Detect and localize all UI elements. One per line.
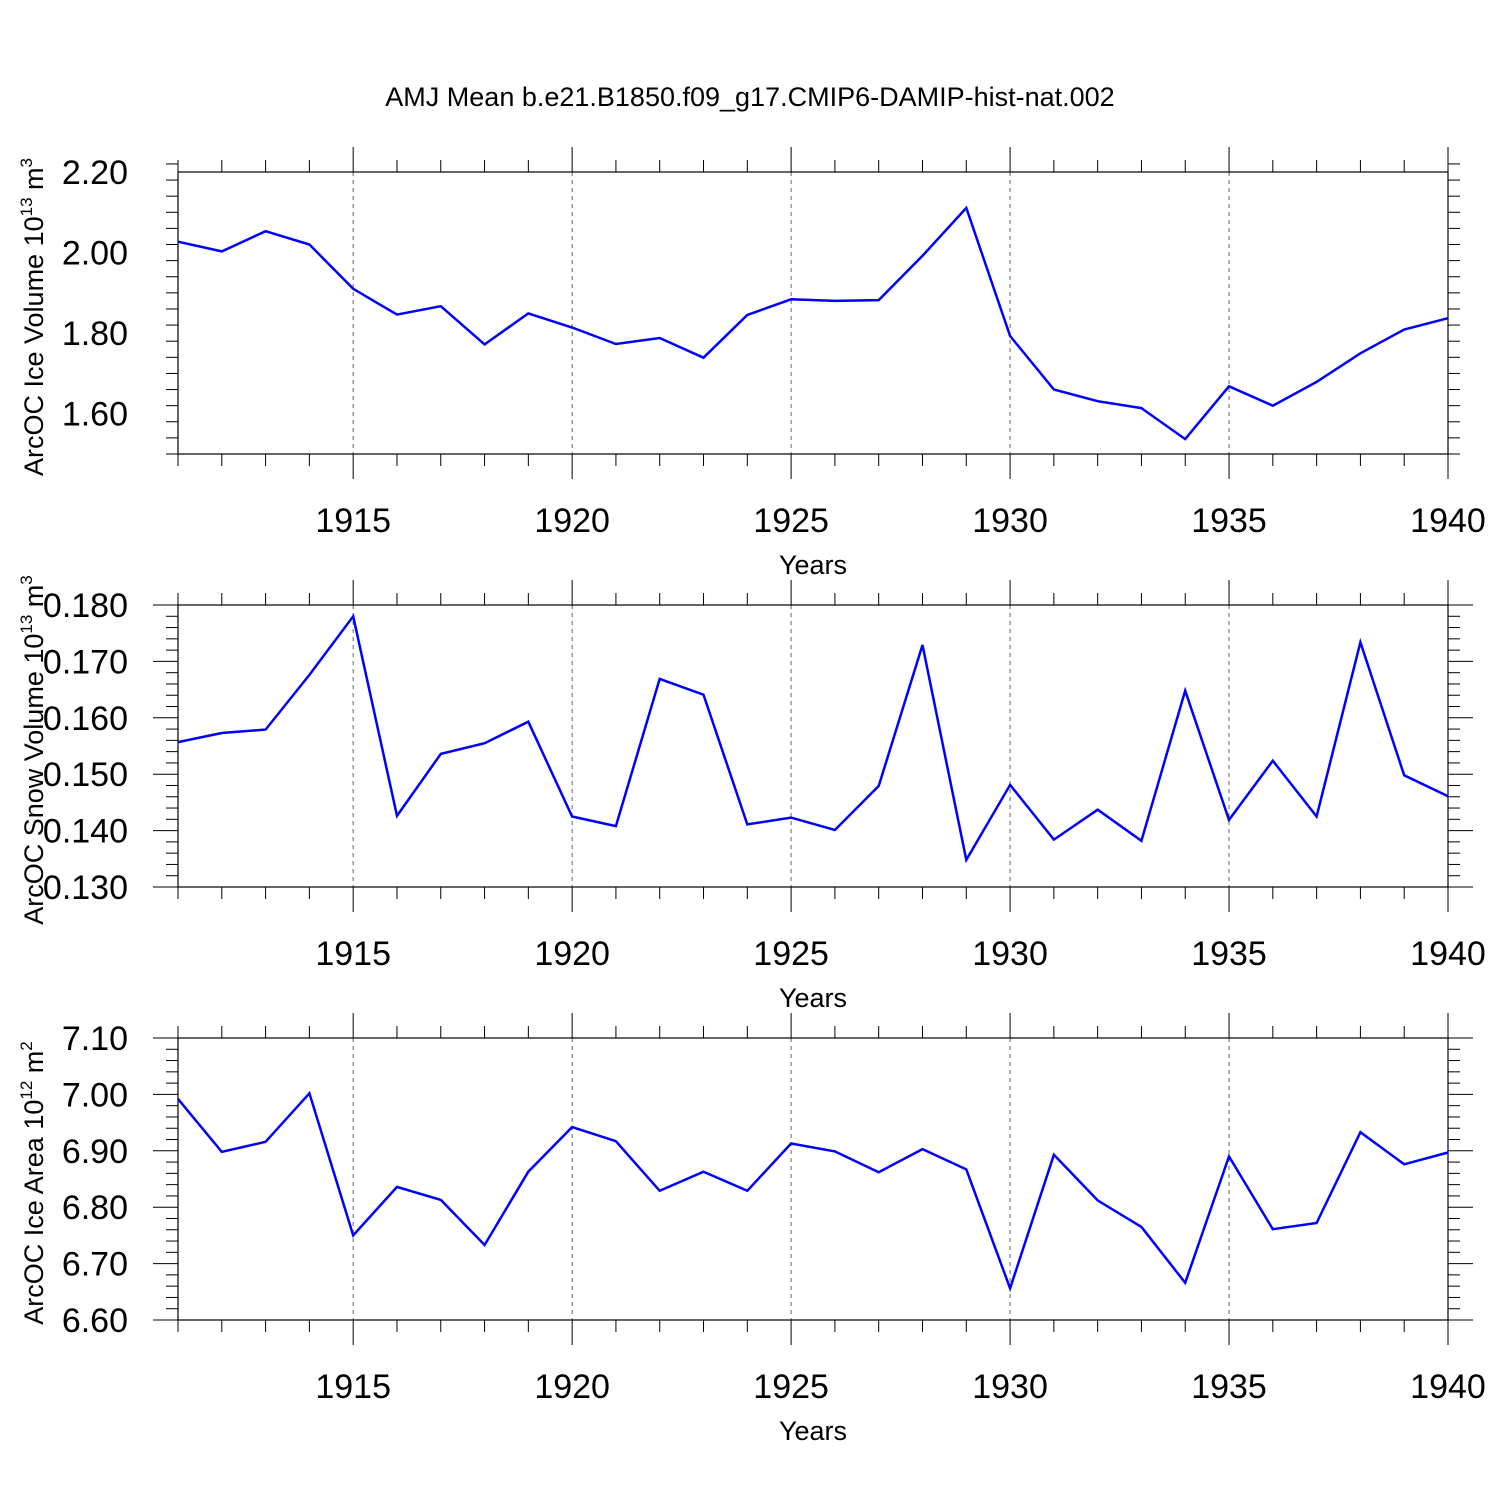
- x-tick-label-ice-area: 1915: [315, 1368, 391, 1406]
- series-line-ice-area: [177, 1090, 1449, 1293]
- x-tick-label-snow-volume: 1930: [972, 935, 1048, 973]
- panel-snow-volume: 0.130 0.140 0.150 0.160 0.170 0.180 1915 1920 19…: [17, 575, 1486, 1013]
- y-tick-label-snow-volume: 0.140: [43, 813, 128, 851]
- y-axis-label-ice-area: ArcOC Ice Area 1012 m2: [17, 1041, 49, 1325]
- plot-frame-snow-volume: [177, 604, 1449, 888]
- x-tick-label-ice-area: 1920: [534, 1368, 610, 1406]
- x-tick-label-ice-area: 1925: [753, 1368, 829, 1406]
- y-tick-label-ice-area: 7.00: [62, 1076, 128, 1114]
- x-tick-label-ice-area: 1935: [1191, 1368, 1267, 1406]
- figure-title: AMJ Mean b.e21.B1850.f09_g17.CMIP6-DAMIP…: [385, 82, 1114, 112]
- x-tick-label-snow-volume: 1940: [1410, 935, 1486, 973]
- x-tick-label-ice-volume: 1940: [1410, 502, 1486, 540]
- y-tick-label-ice-volume: 1.60: [62, 396, 128, 434]
- x-axis-label-snow-volume: Years: [779, 983, 847, 1013]
- y-tick-label-snow-volume: 0.130: [43, 869, 128, 907]
- y-axis-label-snow-volume: ArcOC Snow Volume 1013 m3: [17, 575, 49, 925]
- y-tick-label-snow-volume: 0.160: [43, 700, 128, 738]
- y-tick-label-snow-volume: 0.150: [43, 756, 128, 794]
- x-tick-label-ice-volume: 1925: [753, 502, 829, 540]
- x-axis-label-ice-volume: Years: [779, 550, 847, 580]
- y-tick-label-ice-area: 6.90: [62, 1133, 128, 1171]
- series-line-ice-volume: [177, 205, 1449, 441]
- x-tick-label-snow-volume: 1915: [315, 935, 391, 973]
- x-tick-label-ice-volume: 1935: [1191, 502, 1267, 540]
- y-tick-label-ice-area: 6.60: [62, 1302, 128, 1340]
- y-tick-label-ice-area: 6.80: [62, 1189, 128, 1227]
- panel-ice-area: 6.60 6.70 6.80 6.90 7.00 7.10 1915 1920 1925 1930…: [17, 1013, 1486, 1446]
- x-tick-label-ice-area: 1940: [1410, 1368, 1486, 1406]
- x-tick-label-ice-volume: 1920: [534, 502, 610, 540]
- panel-ice-volume: 1.60 1.80 2.00 2.20 1915 1920 1925 1930 1935 1940…: [17, 147, 1486, 580]
- x-tick-label-snow-volume: 1935: [1191, 935, 1267, 973]
- plot-frame-ice-area: [177, 1037, 1449, 1321]
- x-tick-label-ice-volume: 1915: [315, 502, 391, 540]
- y-tick-label-ice-area: 7.10: [62, 1020, 128, 1058]
- y-axis-label-ice-volume: ArcOC Ice Volume 1013 m3: [17, 158, 49, 476]
- x-tick-label-snow-volume: 1920: [534, 935, 610, 973]
- y-tick-label-snow-volume: 0.180: [43, 587, 128, 625]
- y-tick-label-snow-volume: 0.170: [43, 643, 128, 681]
- x-tick-label-ice-volume: 1930: [972, 502, 1048, 540]
- x-tick-label-ice-area: 1930: [972, 1368, 1048, 1406]
- series-line-snow-volume: [177, 613, 1449, 864]
- y-tick-label-ice-area: 6.70: [62, 1246, 128, 1284]
- y-tick-label-ice-volume: 2.20: [62, 154, 128, 192]
- x-axis-label-ice-area: Years: [779, 1416, 847, 1446]
- y-tick-label-ice-volume: 1.80: [62, 315, 128, 353]
- panels: 1.60 1.80 2.00 2.20 1915 1920 1925 1930 1935 1940…: [17, 147, 1486, 1446]
- y-tick-label-ice-volume: 2.00: [62, 235, 128, 273]
- plot-frame-ice-volume: [177, 171, 1449, 455]
- x-tick-label-snow-volume: 1925: [753, 935, 829, 973]
